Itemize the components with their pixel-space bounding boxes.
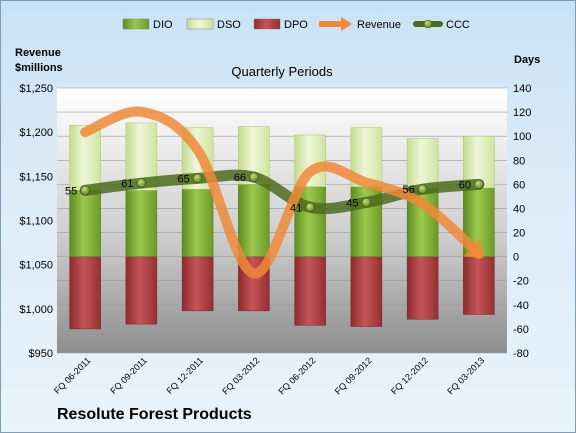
right-tick-label: 120: [513, 107, 531, 119]
x-tick-label: FQ 03-2012: [220, 355, 261, 396]
line-revenue: [80, 106, 484, 279]
left-tick-label: $1,150: [19, 171, 53, 183]
legend-label-dso: DSO: [217, 19, 241, 31]
right-tick-label: 0: [513, 252, 519, 264]
x-tick-label: FQ 12-2012: [389, 355, 430, 396]
bar-dio: [125, 190, 158, 257]
right-tick-label: 20: [513, 228, 525, 240]
ccc-point: [80, 185, 91, 196]
bar-dpo: [181, 256, 214, 312]
left-tick-labels: $950 $1,000 $1,050 $1,100 $1,150 $1,200 $1,250: [19, 83, 53, 360]
ccc-point: [473, 179, 484, 190]
bar-dpo: [406, 256, 439, 320]
right-tick-labels: -80 -60 -40 -20 0 20 40 60 80 100 120 140: [513, 83, 531, 360]
left-axis-title-line1: Revenue: [15, 47, 61, 59]
legend-label-dpo: DPO: [284, 19, 308, 31]
legend-swatch-revenue-arrow: [341, 17, 352, 31]
ccc-data-label: 61: [121, 178, 133, 190]
x-tick-labels: FQ 06-2011 FQ 09-2011 FQ 12-2011 FQ 03-2012…: [52, 355, 486, 396]
left-tick-label: $1,200: [19, 127, 53, 139]
right-tick-label: -40: [513, 300, 529, 312]
right-axis-title: Days: [514, 54, 540, 66]
bar-dso: [350, 127, 383, 188]
x-tick-label: FQ 03-2013: [445, 355, 486, 396]
ccc-data-label: 65: [178, 173, 190, 185]
company-name: Resolute Forest Products: [57, 406, 252, 423]
right-tick-label: 140: [513, 83, 531, 95]
left-tick-label: $1,000: [19, 304, 53, 316]
x-tick-label: FQ 12-2011: [164, 355, 205, 396]
left-tick-label: $950: [29, 348, 53, 360]
left-tick-label: $1,250: [19, 83, 53, 95]
bar-dpo: [463, 256, 495, 315]
right-tick-label: -20: [513, 276, 529, 288]
right-tick-label: 40: [513, 203, 525, 215]
lines: [79, 106, 485, 279]
ccc-point: [305, 202, 316, 213]
bar-dio: [181, 188, 214, 257]
right-tick-label: 100: [513, 131, 531, 143]
bar-dpo: [350, 256, 383, 327]
legend-swatch-dso: [186, 18, 214, 30]
ccc-data-label: 60: [459, 179, 471, 191]
bar-dio: [238, 184, 270, 257]
right-tick-label: -60: [513, 324, 529, 336]
ccc-data-label: 45: [346, 197, 358, 209]
left-axis-title-line2: $millions: [15, 62, 63, 74]
ccc-point: [361, 197, 372, 208]
legend-label-dio: DIO: [153, 19, 173, 31]
bar-dso: [406, 138, 439, 189]
ccc-labels: 55 61 65 66 41 45 56 60: [65, 172, 471, 214]
revenue-arrowhead: [463, 238, 484, 259]
legend-swatch-dpo: [253, 18, 281, 30]
ccc-point: [417, 184, 428, 195]
line-ccc: [79, 169, 485, 215]
right-tick-label: 80: [513, 155, 525, 167]
bar-dpo: [125, 256, 158, 325]
ccc-data-label: 55: [65, 185, 77, 197]
legend-label-ccc: CCC: [446, 19, 470, 31]
ccc-point: [192, 173, 203, 184]
left-tick-label: $1,100: [19, 216, 53, 228]
bar-dpo: [69, 256, 101, 330]
ccc-data-label: 56: [403, 184, 415, 196]
x-tick-label: FQ 06-2011: [52, 355, 93, 396]
left-tick-label: $1,050: [19, 260, 53, 272]
chart-title: Quarterly Periods: [231, 64, 333, 79]
x-tick-label: FQ 09-2011: [108, 355, 149, 396]
ccc-point: [136, 178, 147, 189]
legend: DIO DSO DPO Revenue CCC: [122, 17, 470, 31]
legend-label-revenue: Revenue: [357, 19, 401, 31]
x-tick-label: FQ 09-2012: [333, 355, 374, 396]
right-tick-label: 60: [513, 179, 525, 191]
ccc-data-label: 66: [234, 172, 246, 184]
right-tick-label: -80: [513, 348, 529, 360]
ccc-point: [248, 172, 259, 183]
legend-swatch-dio: [122, 18, 150, 30]
legend-swatch-ccc-marker: [423, 19, 433, 29]
bar-dpo: [294, 256, 326, 326]
bar-dio: [69, 190, 101, 257]
x-tick-label: FQ 06-2012: [277, 355, 318, 396]
ccc-data-label: 41: [290, 202, 302, 214]
